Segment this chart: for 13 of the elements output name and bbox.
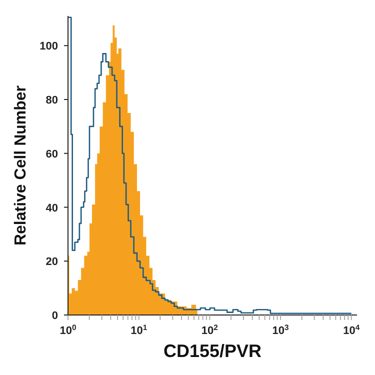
- y-tick-label: 80: [46, 94, 58, 107]
- x-axis-title: CD155/PVR: [163, 341, 262, 361]
- x-tick-label: 10$^{0}$: [60, 322, 76, 337]
- x-tick-label: 10$^{1}$: [130, 322, 148, 337]
- x-tick-label: 10$^{3}$: [272, 322, 289, 337]
- y-tick-label: 40: [46, 202, 58, 214]
- y-tick-label: 60: [46, 148, 58, 160]
- x-tick-label: 10$^{4}$: [343, 322, 360, 337]
- y-tick-label: 100: [40, 40, 58, 53]
- y-axis-title: Relative Cell Number: [12, 85, 30, 246]
- y-tick-label: 0: [52, 310, 58, 322]
- x-tick-label: 10$^{2}$: [201, 322, 218, 337]
- y-tick-label: 20: [46, 256, 58, 268]
